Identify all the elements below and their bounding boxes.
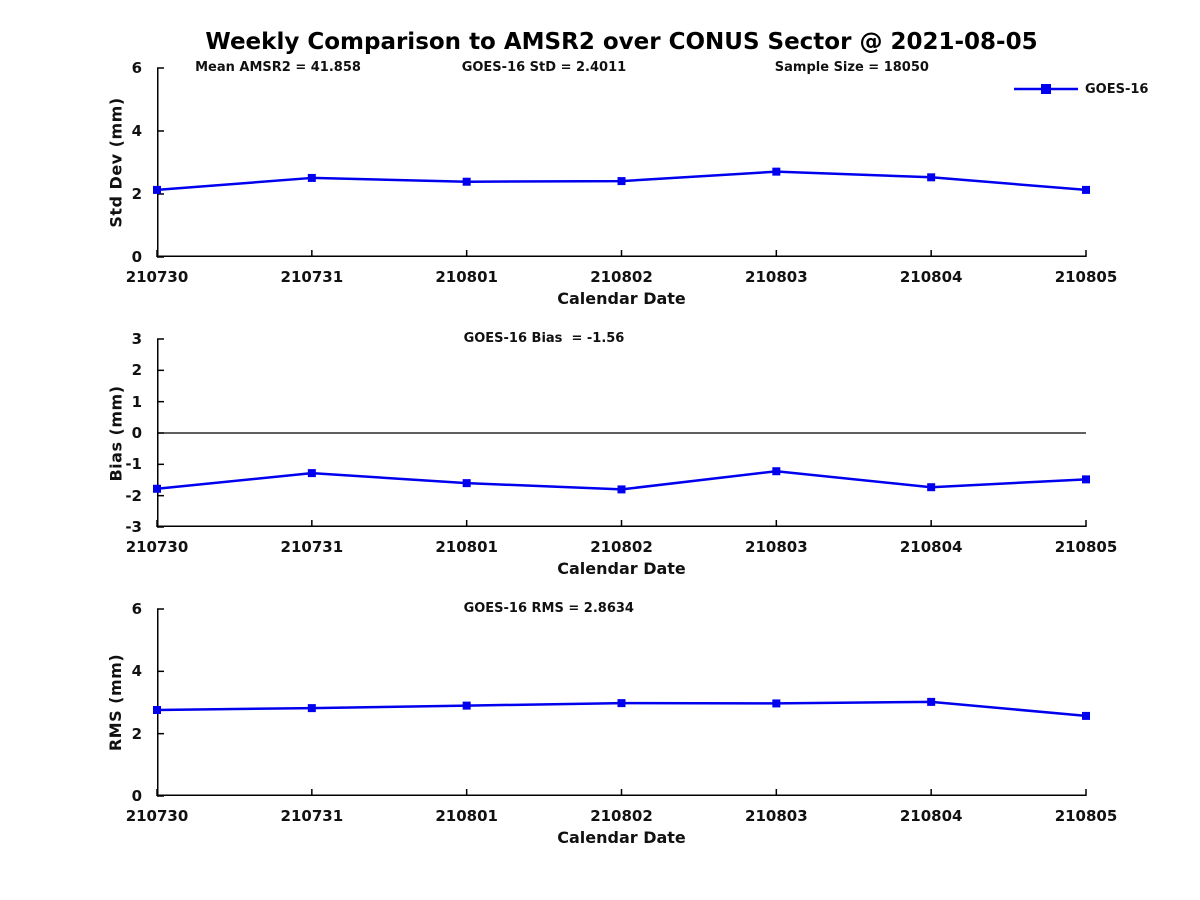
y-tick-label: 4 (131, 122, 142, 140)
x-tick-label: 210803 (745, 268, 808, 286)
rms-plot (153, 608, 1090, 797)
legend: GOES-16 (1014, 81, 1148, 97)
bias-plot (153, 338, 1090, 528)
x-tick-label: 210804 (899, 268, 963, 286)
y-tick-label: -1 (125, 455, 142, 474)
x-tick-label: 210730 (125, 538, 189, 556)
x-tick-label: 210803 (745, 807, 808, 825)
x-tick-label: 210730 (125, 807, 189, 825)
x-tick-label: 210730 (125, 268, 189, 286)
y-tick-label: 2 (131, 361, 142, 380)
x-tick-label: 210801 (435, 538, 498, 556)
y-tick-label: 6 (131, 600, 142, 618)
y-tick-label: 4 (131, 662, 142, 681)
y-tick-label: 2 (131, 724, 142, 743)
x-tick-label: 210802 (590, 538, 653, 556)
x-tick-label: 210731 (280, 807, 344, 825)
y-tick-label: 3 (131, 330, 142, 348)
x-tick-labels: 210730 210731 210801 210802 210803 210804 2108… (0, 796, 1200, 826)
x-tick-label: 210804 (899, 538, 963, 556)
x-tick-label: 210802 (590, 807, 653, 825)
y-tick-label: -3 (125, 518, 142, 536)
panel-bias: Bias (mm) -3 -2 -1 0 1 2 3 210730 210731 210801 2… (0, 330, 1200, 578)
x-tick-label: 210805 (1054, 268, 1118, 286)
x-tick-label: 210805 (1054, 807, 1118, 825)
std-dev-plot (153, 67, 1090, 258)
x-tick-label: 210804 (899, 807, 963, 825)
x-axis-label: Calendar Date (557, 289, 686, 308)
y-tick-label: 2 (131, 185, 142, 203)
y-tick-label: -2 (125, 486, 142, 505)
panel-annotation: GOES-16 Bias = -1.56 (463, 330, 625, 346)
y-tick-label: 0 (131, 424, 142, 442)
panel-annotation: GOES-16 RMS = 2.8634 (463, 600, 634, 616)
y-tick-label: 6 (131, 59, 142, 77)
panel-annotation: Mean AMSR2 = 41.858 (195, 59, 361, 75)
x-axis-label: Calendar Date (557, 559, 686, 578)
legend-label: GOES-16 (1085, 81, 1149, 97)
y-tick-labels: 0 2 4 6 (0, 59, 150, 266)
y-tick-label: 0 (131, 787, 142, 805)
x-axis-label: Calendar Date (557, 828, 686, 847)
x-tick-label: 210801 (435, 807, 498, 825)
figure-title: Weekly Comparison to AMSR2 over CONUS Se… (205, 29, 1038, 55)
x-tick-labels: 210730 210731 210801 210802 210803 210804 2108… (0, 527, 1200, 557)
panel-annotation: Sample Size = 18050 (774, 59, 929, 75)
y-tick-label: 1 (131, 392, 142, 411)
x-tick-label: 210731 (280, 268, 344, 286)
x-tick-label: 210802 (590, 268, 653, 286)
legend-line-marker-icon (1014, 84, 1078, 94)
y-tick-labels: -3 -2 -1 0 1 2 3 (0, 330, 150, 536)
y-tick-label: 0 (131, 248, 142, 266)
y-tick-labels: 0 2 4 6 (0, 600, 150, 805)
x-tick-labels: 210730 210731 210801 210802 210803 210804 2108… (0, 257, 1200, 287)
x-tick-label: 210801 (435, 268, 498, 286)
x-tick-label: 210803 (745, 538, 808, 556)
x-tick-label: 210805 (1054, 538, 1118, 556)
panel-annotation: GOES-16 StD = 2.4011 (461, 59, 627, 75)
x-tick-label: 210731 (280, 538, 344, 556)
